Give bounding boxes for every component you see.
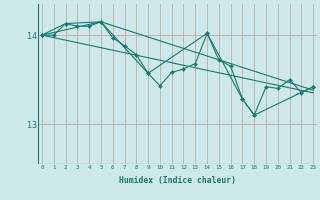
X-axis label: Humidex (Indice chaleur): Humidex (Indice chaleur) [119,176,236,185]
